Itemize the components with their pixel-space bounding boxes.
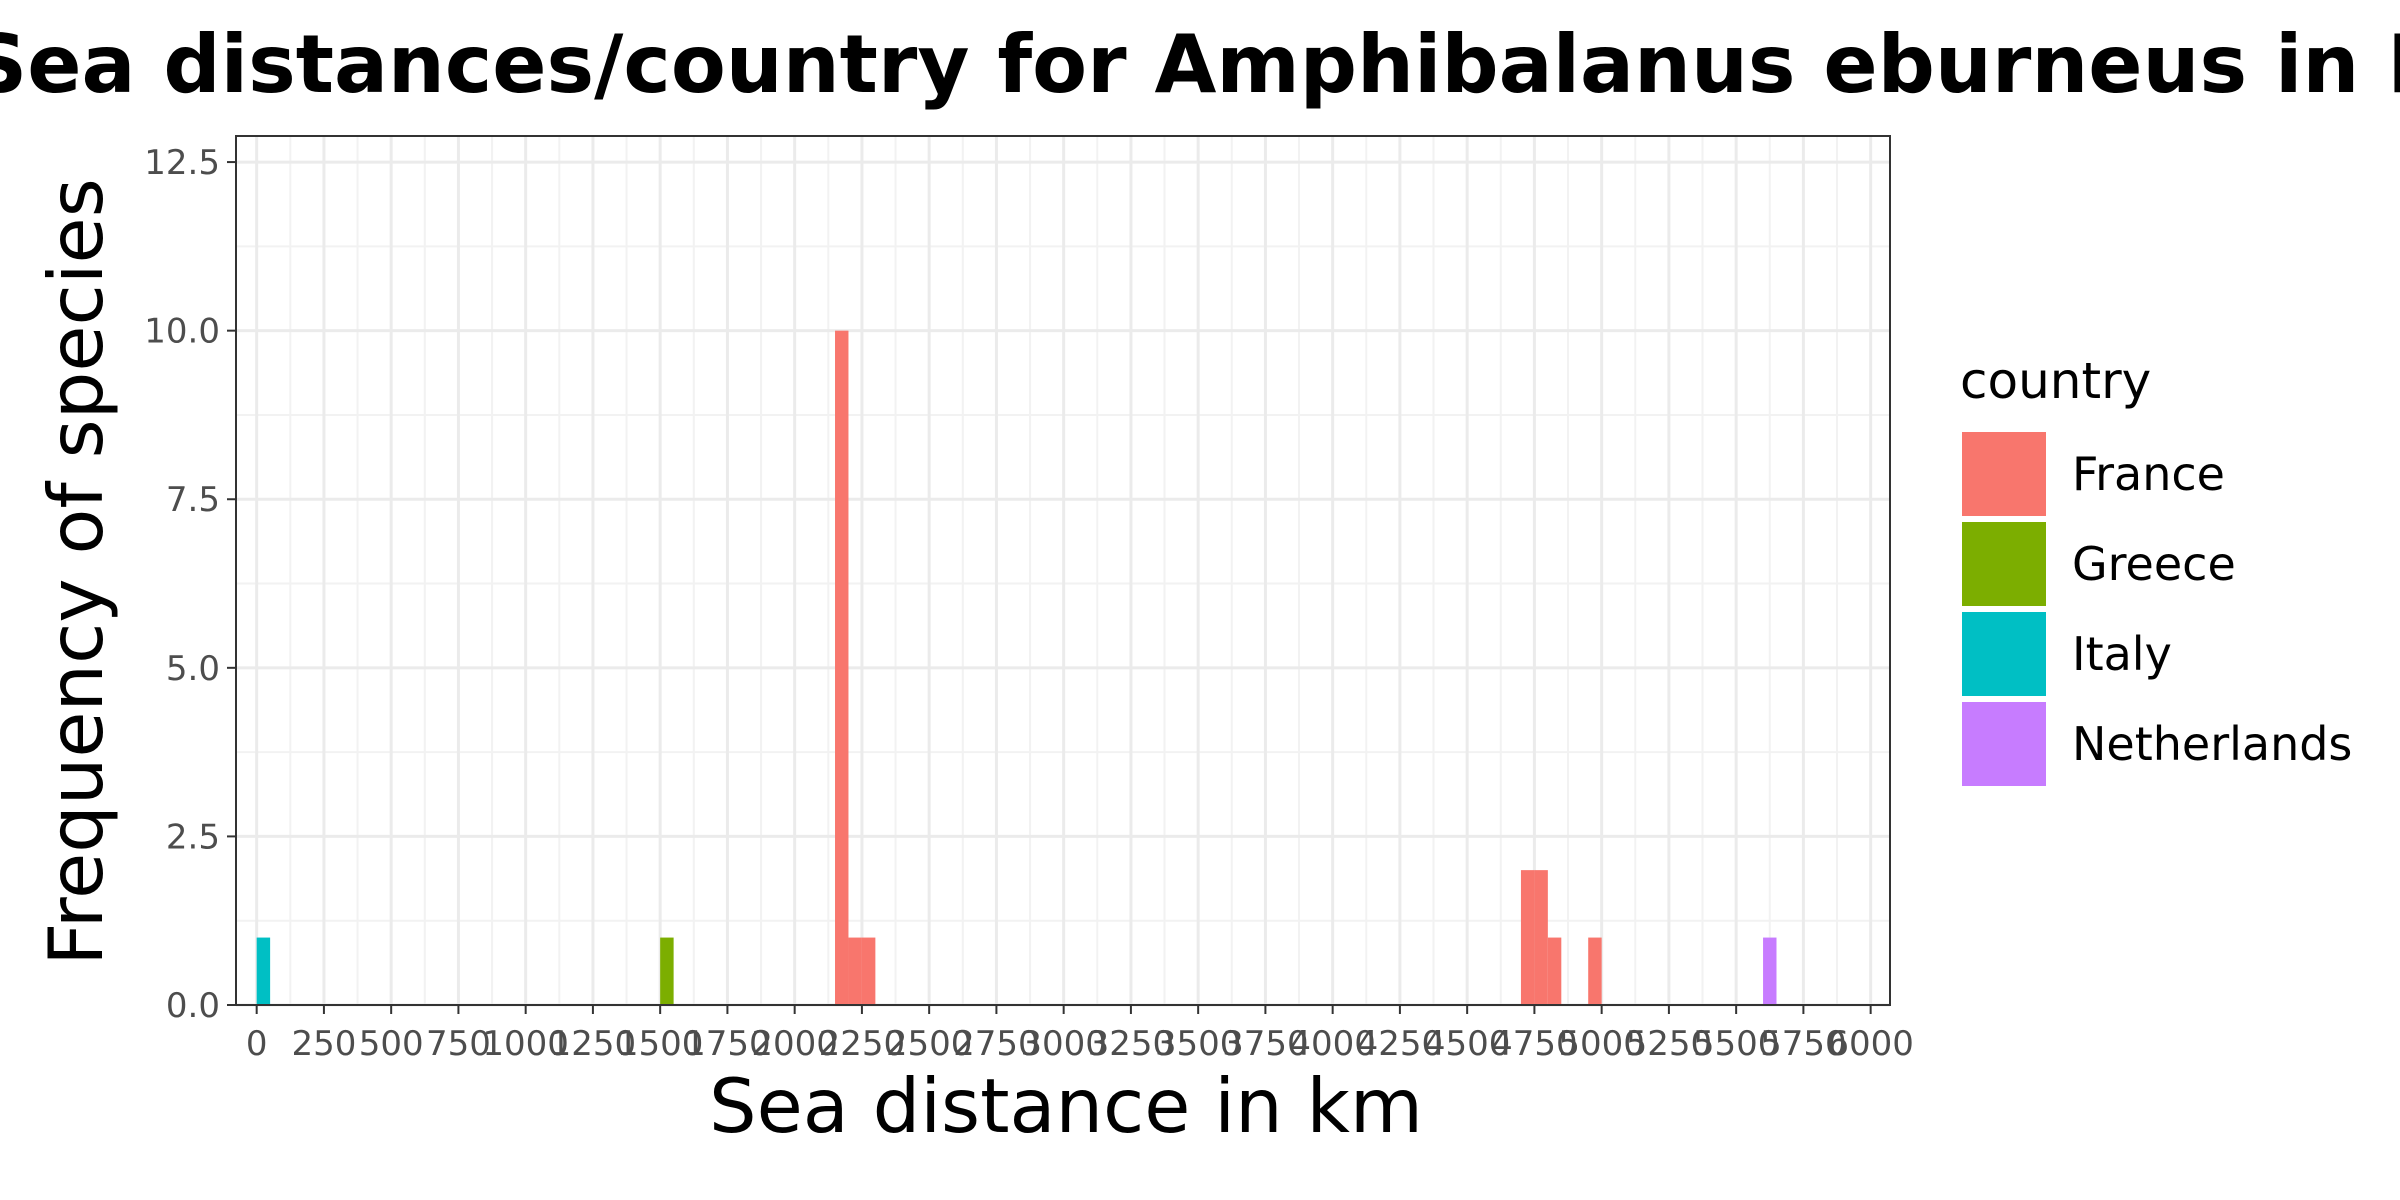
legend-title: country bbox=[1960, 352, 2151, 410]
x-tick-label: 500 bbox=[359, 1024, 424, 1064]
bar-france bbox=[1547, 937, 1562, 1005]
x-tick-label: 1750 bbox=[684, 1024, 771, 1064]
legend-label-italy: Italy bbox=[2072, 627, 2172, 681]
legend-key-france bbox=[1962, 432, 2046, 516]
bar-france bbox=[848, 937, 862, 1005]
chart-title: Histogram of Sea distances/country for A… bbox=[0, 18, 2400, 111]
x-tick-label: 1250 bbox=[550, 1024, 637, 1064]
x-tick-label: 3250 bbox=[1088, 1024, 1175, 1064]
x-axis-title: Sea distance in km bbox=[709, 1062, 1423, 1150]
x-tick-label: 1500 bbox=[617, 1024, 704, 1064]
x-tick-label: 5250 bbox=[1626, 1024, 1713, 1064]
y-tick-label: 0.0 bbox=[166, 986, 220, 1026]
plot-grid bbox=[236, 136, 1890, 1007]
bar-france bbox=[1588, 937, 1602, 1005]
x-tick-label: 3750 bbox=[1222, 1024, 1309, 1064]
legend-key-netherlands bbox=[1962, 702, 2046, 786]
x-tick-label: 3000 bbox=[1020, 1024, 1107, 1064]
x-tick-label: 4000 bbox=[1289, 1024, 1376, 1064]
x-tick-label: 4250 bbox=[1357, 1024, 1444, 1064]
x-tick-label: 5000 bbox=[1558, 1024, 1645, 1064]
legend-label-greece: Greece bbox=[2072, 537, 2236, 591]
x-tick-label: 1000 bbox=[482, 1024, 569, 1064]
bar-france bbox=[1534, 870, 1548, 1005]
x-tick-label: 2500 bbox=[886, 1024, 973, 1064]
x-tick-label: 4500 bbox=[1424, 1024, 1511, 1064]
bar-netherlands bbox=[1763, 937, 1777, 1005]
bar-italy bbox=[256, 937, 271, 1005]
y-tick-label: 7.5 bbox=[166, 480, 220, 520]
x-tick-label: 2750 bbox=[953, 1024, 1040, 1064]
y-axis-title: Frequency of species bbox=[32, 178, 120, 966]
x-tick-label: 750 bbox=[426, 1024, 491, 1064]
plot-bars bbox=[256, 330, 1777, 1005]
y-axis-ticks: 0.0 2.5 5.0 7.5 10.0 12.5 bbox=[144, 143, 236, 1026]
y-tick-label: 12.5 bbox=[144, 143, 220, 183]
legend-key-italy bbox=[1962, 612, 2046, 696]
x-tick-label: 2000 bbox=[751, 1024, 838, 1064]
bar-france bbox=[1520, 870, 1535, 1005]
legend-label-france: France bbox=[2072, 447, 2225, 501]
x-tick-label: 3500 bbox=[1155, 1024, 1242, 1064]
legend: France Greece Italy Netherlands bbox=[1962, 432, 2352, 786]
x-tick-label: 250 bbox=[291, 1024, 356, 1064]
x-tick-label: 6000 bbox=[1827, 1024, 1914, 1064]
y-tick-label: 5.0 bbox=[166, 649, 220, 689]
bar-greece bbox=[660, 937, 674, 1005]
legend-key-greece bbox=[1962, 522, 2046, 606]
x-tick-label: 5750 bbox=[1760, 1024, 1847, 1064]
x-axis-ticks: 0 250 500 750100012501500175020002250250027… bbox=[246, 1005, 1914, 1064]
legend-label-netherlands: Netherlands bbox=[2072, 717, 2352, 771]
x-tick-label: 2250 bbox=[819, 1024, 906, 1064]
y-tick-label: 10.0 bbox=[144, 312, 220, 352]
x-tick-label: 5500 bbox=[1693, 1024, 1780, 1064]
bar-france bbox=[835, 330, 849, 1005]
x-tick-label: 4750 bbox=[1491, 1024, 1578, 1064]
bar-france bbox=[861, 937, 876, 1005]
x-tick-label: 0 bbox=[246, 1024, 268, 1064]
y-tick-label: 2.5 bbox=[166, 817, 220, 857]
